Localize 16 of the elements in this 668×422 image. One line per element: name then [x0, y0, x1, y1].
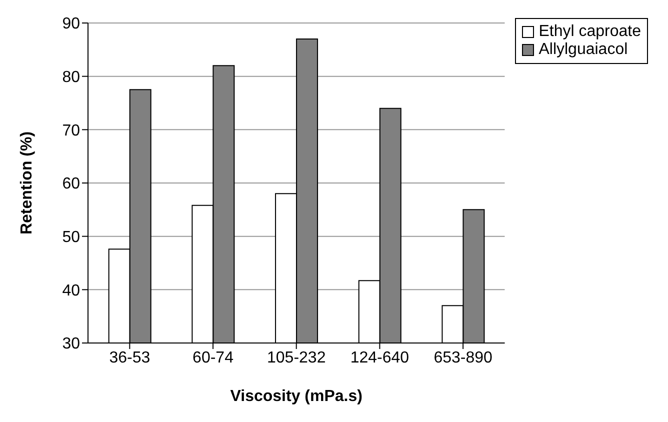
y-tick-label: 40	[62, 282, 80, 300]
y-tick-label: 50	[62, 229, 80, 246]
legend-label: Ethyl caproate	[538, 23, 641, 41]
y-tick-label: 70	[62, 122, 80, 140]
x-tick-label: 60-74	[192, 349, 234, 366]
x-tick-label: 124-640	[350, 349, 410, 366]
legend-label: Allylguaiacol	[538, 41, 628, 59]
x-tick-label: 105-232	[267, 349, 326, 366]
y-tick-label: 60	[62, 176, 80, 193]
y-tick-label: 80	[62, 69, 80, 86]
x-tick-label: 36-53	[109, 349, 150, 366]
y-tick-label: 90	[62, 16, 80, 33]
y-tick-label: 30	[62, 336, 80, 353]
x-axis-title: Viscosity (mPa.s)	[230, 388, 362, 405]
x-tick-label: 653-890	[434, 349, 493, 366]
y-axis-title: Retention (%)	[18, 131, 36, 235]
